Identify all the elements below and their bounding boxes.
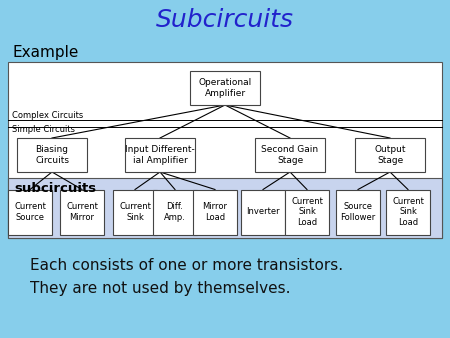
FancyBboxPatch shape	[193, 190, 237, 235]
Text: Diff.
Amp.: Diff. Amp.	[164, 202, 186, 222]
Text: Operational
Amplifier: Operational Amplifier	[198, 78, 252, 98]
FancyBboxPatch shape	[386, 190, 430, 235]
Text: Current
Sink
Load: Current Sink Load	[392, 197, 424, 227]
Text: They are not used by themselves.: They are not used by themselves.	[30, 281, 291, 295]
FancyBboxPatch shape	[60, 190, 104, 235]
Text: Current
Sink
Load: Current Sink Load	[291, 197, 323, 227]
Text: Each consists of one or more transistors.: Each consists of one or more transistors…	[30, 258, 343, 272]
FancyBboxPatch shape	[17, 138, 87, 172]
Text: subcircuits: subcircuits	[14, 182, 96, 194]
Text: Current
Mirror: Current Mirror	[66, 202, 98, 222]
Text: Subcircuits: Subcircuits	[156, 8, 294, 32]
Text: Mirror
Load: Mirror Load	[202, 202, 228, 222]
FancyBboxPatch shape	[125, 138, 195, 172]
FancyBboxPatch shape	[8, 190, 52, 235]
Text: Output
Stage: Output Stage	[374, 145, 406, 165]
Text: Input Different-
ial Amplifier: Input Different- ial Amplifier	[125, 145, 195, 165]
FancyBboxPatch shape	[8, 62, 442, 238]
FancyBboxPatch shape	[190, 71, 260, 105]
Text: Biasing
Circuits: Biasing Circuits	[35, 145, 69, 165]
FancyBboxPatch shape	[355, 138, 425, 172]
FancyBboxPatch shape	[255, 138, 325, 172]
FancyBboxPatch shape	[8, 178, 442, 238]
Text: Inverter: Inverter	[246, 208, 280, 217]
Text: Second Gain
Stage: Second Gain Stage	[261, 145, 319, 165]
Text: Complex Circuits: Complex Circuits	[12, 111, 83, 120]
FancyBboxPatch shape	[153, 190, 197, 235]
FancyBboxPatch shape	[241, 190, 285, 235]
FancyBboxPatch shape	[113, 190, 157, 235]
Text: Current
Source: Current Source	[14, 202, 46, 222]
FancyBboxPatch shape	[285, 190, 329, 235]
Text: Simple Circuits: Simple Circuits	[12, 125, 75, 135]
FancyBboxPatch shape	[336, 190, 380, 235]
Text: Example: Example	[12, 45, 78, 59]
Text: Source
Follower: Source Follower	[340, 202, 376, 222]
Text: Current
Sink: Current Sink	[119, 202, 151, 222]
